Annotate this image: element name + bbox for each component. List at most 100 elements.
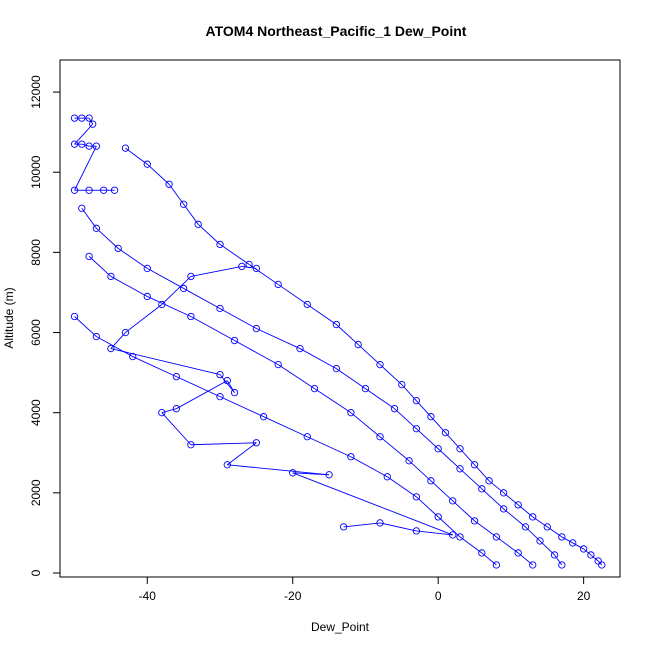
- series-segment: [590, 554, 599, 562]
- data-point: [252, 439, 261, 447]
- series-segment: [74, 316, 97, 337]
- data-point: [427, 477, 435, 485]
- data-point: [514, 549, 522, 557]
- data-point: [172, 405, 181, 413]
- series-segment: [430, 480, 454, 502]
- data-point: [78, 204, 86, 212]
- chart-title: ATOM4 Northeast_Pacific_1 Dew_Point: [206, 23, 467, 39]
- data-point: [492, 561, 501, 569]
- data-point: [434, 513, 442, 521]
- series-segment: [110, 348, 221, 376]
- series-segment: [336, 368, 366, 390]
- series-segment: [132, 356, 177, 378]
- y-axis-label: Altitude (m): [2, 287, 16, 348]
- series-segment: [597, 560, 603, 566]
- data-point: [456, 465, 464, 473]
- series-segment: [437, 448, 461, 470]
- data-point: [179, 284, 188, 293]
- series-segment: [474, 520, 497, 538]
- series-segment: [96, 336, 133, 357]
- data-point: [347, 453, 355, 461]
- series-segment: [161, 412, 192, 446]
- series-segment: [256, 328, 301, 349]
- data-point: [543, 523, 551, 531]
- data-point: [470, 517, 479, 525]
- data-point: [478, 549, 486, 557]
- data-point: [310, 384, 319, 393]
- data-point: [449, 531, 457, 539]
- data-point: [179, 200, 188, 208]
- series-segment: [176, 380, 228, 410]
- data-point: [405, 457, 413, 465]
- data-point: [478, 485, 486, 493]
- data-point: [492, 533, 501, 541]
- data-point: [92, 224, 101, 232]
- data-point: [223, 461, 231, 469]
- data-point: [339, 523, 348, 531]
- x-axis: -40 -20 0 20: [139, 577, 591, 603]
- data-point: [158, 300, 166, 309]
- series-segment: [459, 536, 483, 554]
- series-segment: [394, 408, 417, 430]
- series-segment: [74, 145, 97, 191]
- series-segment: [190, 442, 257, 446]
- series-segment: [357, 344, 381, 365]
- series-segment: [336, 324, 359, 345]
- data-point: [529, 513, 537, 521]
- series-segment: [190, 316, 235, 341]
- series-segment: [117, 247, 148, 269]
- series-segment: [161, 276, 192, 305]
- series-segment: [416, 496, 439, 518]
- x-axis-label: Dew_Point: [311, 620, 370, 634]
- series-segment: [554, 554, 563, 566]
- series-segment: [219, 308, 257, 329]
- series-segment: [168, 183, 185, 205]
- x-tick-label: 0: [435, 589, 442, 603]
- data-point: [216, 370, 224, 379]
- data-point: [456, 533, 464, 541]
- data-point: [238, 262, 246, 271]
- data-point: [347, 409, 355, 417]
- series-segment: [299, 348, 337, 369]
- x-tick-label: -20: [284, 589, 302, 603]
- series-segment: [408, 460, 432, 482]
- data-point: [216, 304, 224, 313]
- data-point: [303, 433, 311, 441]
- series-segment: [147, 296, 192, 317]
- series-segment: [416, 530, 453, 536]
- data-point: [529, 561, 537, 569]
- series-segment: [277, 284, 308, 305]
- series-segment: [496, 536, 519, 554]
- data-point: [121, 328, 130, 337]
- series-segment: [379, 364, 403, 385]
- data-point: [99, 186, 108, 194]
- series-segment: [197, 223, 221, 245]
- series-segment: [183, 204, 199, 225]
- data-point: [289, 469, 297, 477]
- series-segment: [583, 548, 592, 556]
- data-point: [143, 292, 151, 301]
- data-point: [325, 471, 333, 479]
- data-point: [85, 142, 93, 150]
- y-axis: 0 2000 4000 6000 8000 10000 12000: [29, 75, 60, 576]
- data-point: [194, 220, 202, 228]
- data-point: [78, 140, 86, 148]
- data-point: [412, 397, 421, 405]
- x-tick-label: -40: [139, 589, 157, 603]
- data-point: [70, 312, 79, 321]
- data-point: [252, 324, 261, 333]
- data-point: [165, 180, 173, 188]
- series-segment: [176, 376, 221, 398]
- data-point: [216, 240, 224, 249]
- data-point: [274, 360, 282, 369]
- series-segment: [350, 456, 388, 478]
- data-point: [230, 388, 239, 397]
- series-segment: [365, 388, 395, 410]
- series-segment: [125, 147, 148, 165]
- data-point: [485, 477, 493, 485]
- data-point: [89, 120, 97, 128]
- data-point: [569, 539, 577, 547]
- data-point: [412, 425, 421, 433]
- series-segment: [459, 468, 483, 490]
